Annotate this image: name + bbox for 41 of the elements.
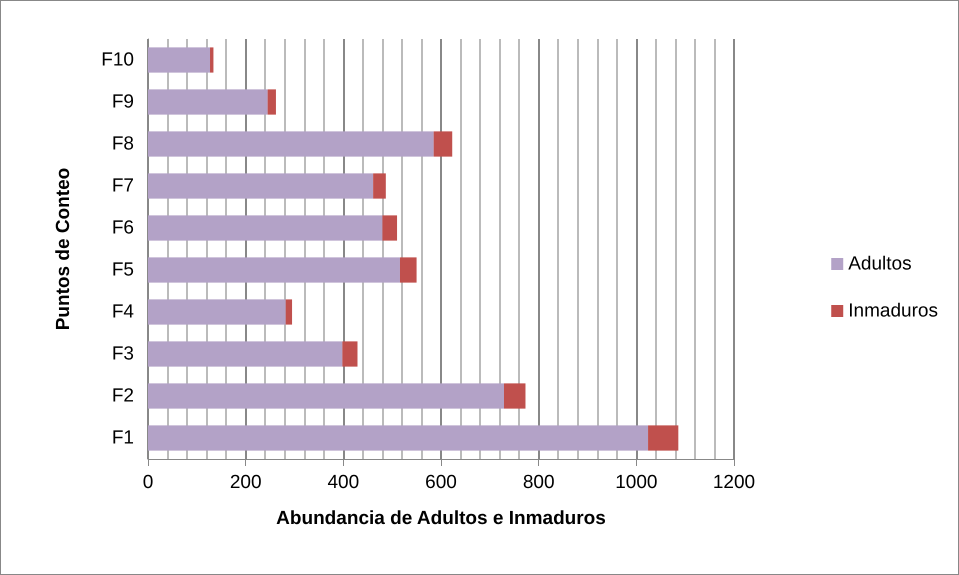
bar <box>148 215 382 241</box>
bar <box>148 425 648 451</box>
legend-label: Adultos <box>848 254 912 274</box>
y-tick-label: F3 <box>112 344 134 364</box>
bar <box>400 257 417 283</box>
y-axis-title: Puntos de Conteo <box>53 168 74 330</box>
y-tick-label: F10 <box>101 50 134 70</box>
bar <box>373 173 386 199</box>
y-tick-label: F1 <box>112 428 134 448</box>
y-tick-label: F2 <box>112 386 134 406</box>
bar <box>210 47 214 73</box>
x-tick-label: 0 <box>142 472 154 493</box>
y-tick-label: F8 <box>112 134 134 154</box>
y-tick-label: F6 <box>112 218 134 238</box>
bar <box>434 131 452 157</box>
bar <box>382 215 398 241</box>
x-tick-label: 600 <box>425 472 457 493</box>
bar <box>504 383 526 409</box>
bar <box>148 47 210 73</box>
x-tick-label: 800 <box>522 472 555 493</box>
bar <box>148 299 286 325</box>
bar <box>148 341 342 367</box>
bar <box>148 89 268 115</box>
bar <box>148 173 374 199</box>
bar <box>148 383 504 409</box>
bar <box>148 257 400 283</box>
bar <box>648 425 678 451</box>
x-tick-label: 1200 <box>712 472 756 493</box>
bar <box>286 299 292 325</box>
y-tick-label: F7 <box>112 176 134 196</box>
x-tick-label: 1000 <box>615 472 658 493</box>
legend-label: Inmaduros <box>848 300 938 322</box>
y-tick-label: F5 <box>112 260 134 280</box>
bar <box>148 131 434 157</box>
x-tick-label: 400 <box>327 472 360 493</box>
x-tick-label: 200 <box>230 472 262 493</box>
bar <box>268 89 276 115</box>
bar <box>342 341 358 367</box>
y-tick-label: F9 <box>112 92 134 112</box>
y-tick-label: F4 <box>112 302 134 322</box>
x-axis-title: Abundancia de Adultos e Inmaduros <box>276 508 606 529</box>
